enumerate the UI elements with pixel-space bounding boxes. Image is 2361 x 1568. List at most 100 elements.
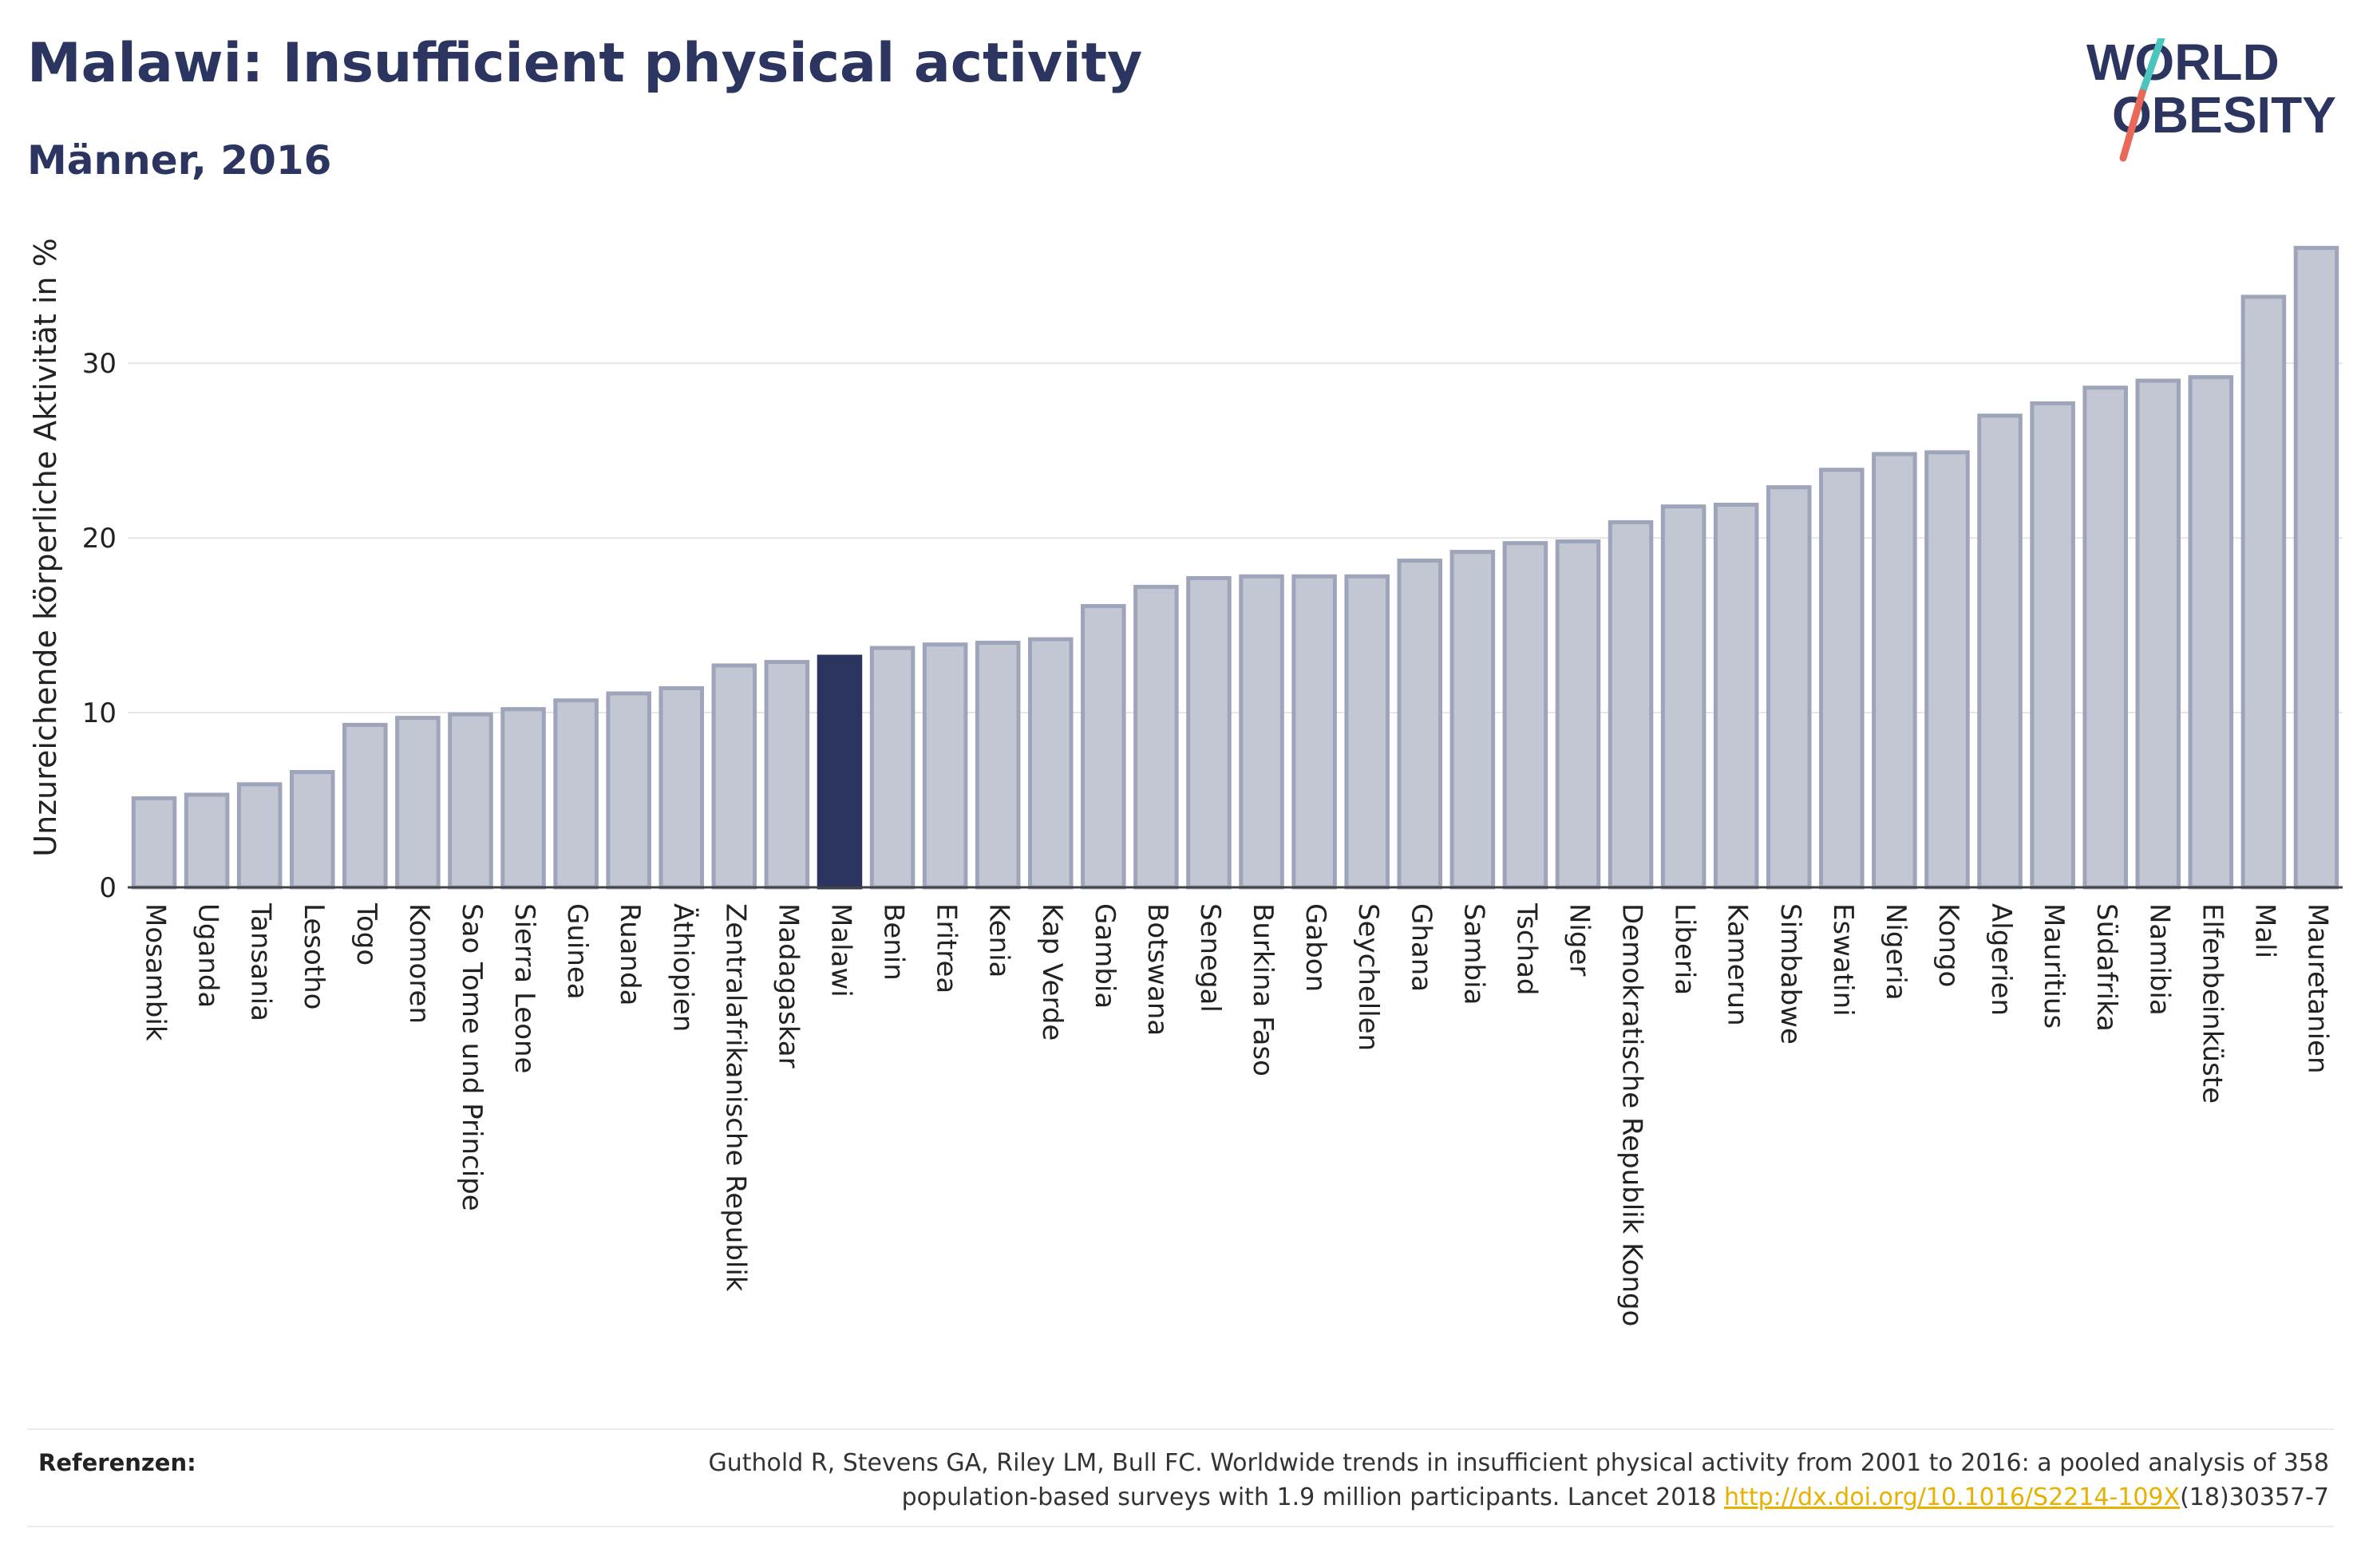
x-tick-label: Kap Verde <box>1036 903 1068 1041</box>
bar[interactable] <box>2135 378 2181 890</box>
x-tick-label: Namibia <box>2143 903 2175 1016</box>
y-tick-label: 30 <box>82 348 117 380</box>
x-tick-label: Sambia <box>1457 903 1489 1005</box>
bar[interactable] <box>1608 519 1654 890</box>
x-tick-label: Mali <box>2248 903 2280 958</box>
x-tick-label: Kamerun <box>1722 903 1754 1026</box>
x-tick-label: Kongo <box>1932 903 1964 987</box>
bar[interactable] <box>236 782 283 890</box>
x-tick-label: Algerien <box>1985 903 2017 1016</box>
x-tick-label: Guinea <box>561 903 593 1000</box>
x-tick-label: Togo <box>350 902 382 966</box>
bar[interactable] <box>764 660 810 890</box>
bar[interactable] <box>1502 541 1548 890</box>
bar[interactable] <box>448 712 493 890</box>
x-tick-label: Madagaskar <box>772 903 804 1068</box>
bar[interactable] <box>1186 575 1232 890</box>
bar[interactable] <box>500 707 546 890</box>
world-obesity-logo: WORLD OBESITY <box>2086 38 2336 162</box>
bar[interactable] <box>711 663 757 890</box>
bar[interactable] <box>395 716 441 890</box>
x-tick-label: Tansania <box>245 902 277 1021</box>
y-axis-title: Unzureichende körperliche Aktivität in % <box>28 238 63 856</box>
bar[interactable] <box>1239 574 1284 890</box>
y-tick-label: 10 <box>82 697 117 729</box>
bar[interactable] <box>1766 485 1812 890</box>
chart-subtitle: Männer, 2016 <box>27 137 332 184</box>
x-tick-label: Gabon <box>1299 903 1331 992</box>
bar[interactable] <box>289 769 335 890</box>
x-tick-label: Liberia <box>1669 903 1701 995</box>
x-tick-label: Tschad <box>1510 902 1542 996</box>
bar[interactable] <box>1397 559 1443 890</box>
references-label: Referenzen: <box>38 1449 196 1476</box>
bar[interactable] <box>1660 504 1706 890</box>
bar[interactable] <box>1081 603 1126 890</box>
x-tick-label: Botswana <box>1141 903 1173 1036</box>
bar[interactable] <box>1924 450 1970 890</box>
bar[interactable] <box>869 646 916 890</box>
bar[interactable] <box>2082 385 2128 890</box>
x-tick-label: Zentralafrikanische Republik <box>719 903 751 1292</box>
references-citation: Guthold R, Stevens GA, Riley LM, Bull FC… <box>708 1449 2329 1511</box>
references-text: Guthold R, Stevens GA, Riley LM, Bull FC… <box>573 1446 2329 1515</box>
bar[interactable] <box>1819 468 1865 890</box>
x-tick-label: Mosambik <box>140 903 172 1041</box>
x-tick-label: Simbabwe <box>1774 903 1806 1045</box>
x-tick-label: Uganda <box>192 903 224 1008</box>
bar[interactable] <box>1977 413 2023 890</box>
bar[interactable] <box>131 796 177 890</box>
x-tick-label: Südafrika <box>2090 903 2122 1032</box>
bar[interactable] <box>922 642 968 890</box>
x-tick-label: Sao Tome und Principe <box>456 903 488 1211</box>
x-tick-label: Eswatini <box>1827 903 1859 1017</box>
bar[interactable] <box>1555 539 1601 890</box>
bar[interactable] <box>184 792 230 890</box>
references-divider-top <box>27 1428 2334 1430</box>
bar[interactable] <box>2240 294 2287 890</box>
references-doi-link[interactable]: http://dx.doi.org/10.1016/S2214-109X <box>1724 1483 2181 1511</box>
bar[interactable] <box>2030 401 2075 890</box>
logo-word-obesity: OBESITY <box>2112 86 2336 144</box>
logo-slash-bottom <box>2119 89 2146 162</box>
x-tick-label: Malawi <box>825 903 856 997</box>
bar[interactable] <box>1713 503 1759 890</box>
bar[interactable] <box>1027 637 1074 890</box>
chart-title: Malawi: Insufficient physical activity <box>27 32 1143 95</box>
x-tick-label: Sierra Leone <box>508 903 540 1073</box>
bar[interactable] <box>2293 246 2339 890</box>
bar[interactable] <box>2188 375 2234 890</box>
bar[interactable] <box>1449 550 1496 890</box>
x-tick-label: Seychellen <box>1352 903 1384 1051</box>
bar[interactable] <box>1872 452 1917 890</box>
references-divider-bottom <box>27 1526 2334 1527</box>
x-tick-label: Ghana <box>1405 903 1437 992</box>
bar[interactable] <box>606 691 651 890</box>
x-tick-label: Mauretanien <box>2301 903 2333 1074</box>
bar[interactable] <box>658 685 705 890</box>
logo-word-world: WORLD <box>2086 38 2280 91</box>
logo-slash-top <box>2138 38 2165 97</box>
y-tick-label: 20 <box>82 523 117 555</box>
bar[interactable] <box>1291 574 1337 890</box>
bar[interactable] <box>975 640 1021 890</box>
x-tick-label: Äthiopien <box>666 903 698 1032</box>
x-tick-label: Ruanda <box>614 903 646 1005</box>
x-tick-label: Komoren <box>403 903 435 1024</box>
x-tick-label: Senegal <box>1194 903 1226 1013</box>
references-citation-end: (18)30357-7 <box>2180 1483 2329 1511</box>
bar-chart: 0 10 20 30 Unzureichende körperliche Aktivit… <box>28 238 2343 1326</box>
x-tick-label: Nigeria <box>1880 903 1912 1001</box>
bar-highlighted[interactable] <box>817 654 863 890</box>
bar[interactable] <box>553 698 599 890</box>
x-tick-label: Elfenbeinküste <box>2196 903 2228 1104</box>
bar[interactable] <box>342 722 388 890</box>
x-tick-label: Lesotho <box>298 903 330 1009</box>
x-tick-label: Gambia <box>1089 903 1121 1009</box>
bar[interactable] <box>1344 574 1390 890</box>
x-tick-label: Benin <box>878 903 910 981</box>
bar[interactable] <box>1133 584 1179 890</box>
y-tick-label: 0 <box>99 872 117 904</box>
x-tick-label: Kenia <box>983 903 1015 978</box>
x-tick-label: Demokratische Republik Kongo <box>1616 903 1648 1326</box>
